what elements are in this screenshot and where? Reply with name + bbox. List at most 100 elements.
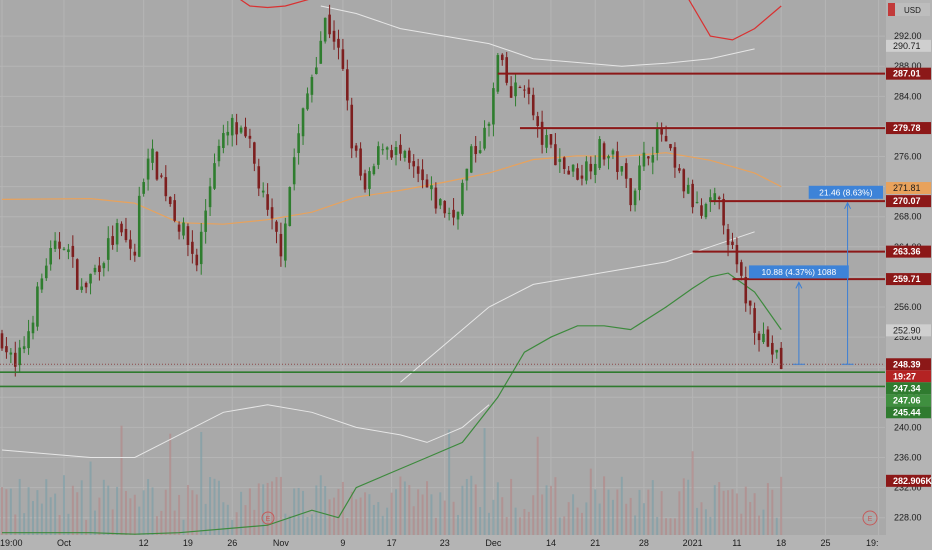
volume-bar [258, 483, 260, 535]
volume-bar [373, 505, 375, 535]
currency-badge[interactable]: USD [888, 3, 930, 16]
candle-body [767, 330, 770, 347]
volume-bar [200, 432, 202, 535]
time-tick-label: 21 [590, 538, 600, 548]
candle-body [669, 144, 672, 148]
candle-body [350, 105, 353, 149]
candle-body [461, 183, 464, 214]
candle-body [665, 136, 668, 141]
candle-body [165, 177, 168, 196]
volume-bar [14, 514, 16, 535]
volume-bar [417, 489, 419, 535]
candle-body [359, 149, 362, 176]
candle-body [178, 225, 181, 232]
volume-bar [776, 518, 778, 535]
volume-bar [67, 514, 69, 535]
price-tag-label: 290.71 [893, 41, 921, 51]
candle-body [736, 245, 739, 264]
volume-bar [709, 517, 711, 535]
candle-body [284, 224, 287, 261]
volume-bar [621, 477, 623, 535]
candle-body [452, 210, 455, 218]
volume-bar [492, 500, 494, 535]
candle-body [107, 238, 110, 260]
volume-bar [422, 494, 424, 535]
time-axis[interactable]: 19:00 Oct 12 19 26 Nov 9 17 23 Dec 14 21 28 2021 11 18 2… [0, 535, 886, 550]
candle-body [457, 212, 460, 220]
volume-bar [669, 518, 671, 535]
volume-bar [740, 514, 742, 535]
candle-body [780, 348, 783, 369]
volume-bar [700, 502, 702, 535]
candle-body [554, 144, 557, 165]
volume-bar [625, 504, 627, 535]
candle-body [687, 185, 690, 194]
candle-body [187, 226, 190, 245]
volume-bar [306, 517, 308, 535]
candle-body [541, 122, 544, 145]
candle-body [147, 159, 150, 180]
candle-body [620, 166, 623, 172]
volume-bar [647, 490, 649, 535]
candle-body [700, 205, 703, 216]
volume-bar [731, 489, 733, 535]
volume-bar [723, 491, 725, 535]
candle-body [173, 200, 176, 221]
volume-bar [643, 503, 645, 535]
volume-bar [749, 502, 751, 535]
volume-bar [391, 493, 393, 535]
volume-bar [191, 490, 193, 535]
time-tick-label: Dec [485, 538, 502, 548]
candle-body [103, 263, 106, 268]
time-tick-label: 26 [227, 538, 237, 548]
volume-bar [280, 477, 282, 535]
candle-body [262, 191, 265, 193]
volume-bar [377, 502, 379, 535]
volume-bar [244, 505, 246, 535]
earnings-event-label: E [868, 516, 873, 523]
candle-body [718, 197, 721, 199]
candle-body [36, 286, 39, 326]
candle-body [545, 135, 548, 148]
volume-bar [430, 494, 432, 535]
volume-bar [112, 509, 114, 535]
candle-body [1, 333, 4, 348]
candle-body [222, 133, 225, 148]
volume-bar [426, 481, 428, 535]
candle-body [443, 201, 446, 213]
candle-body [231, 118, 234, 136]
time-tick-label: 11 [732, 538, 741, 548]
volume-bar [404, 481, 406, 535]
candle-body [430, 185, 433, 189]
volume-bar [448, 430, 450, 535]
volume-bar [661, 491, 663, 535]
candle-body [572, 165, 575, 172]
price-tag-label: 282.906K [893, 476, 932, 486]
candle-body [328, 15, 331, 35]
candle-body [651, 155, 654, 162]
candle-body [134, 252, 137, 256]
candle-body [280, 234, 283, 256]
candle-body [76, 259, 79, 290]
candle-body [585, 161, 588, 180]
candle-body [346, 69, 349, 100]
candle-body [156, 152, 159, 180]
volume-bar [368, 494, 370, 535]
volume-bar [546, 485, 548, 535]
volume-bar [116, 487, 118, 535]
candle-body [342, 49, 345, 69]
candle-body [240, 128, 243, 133]
candle-body [94, 268, 97, 272]
candle-body [151, 149, 154, 163]
candle-body [85, 283, 88, 287]
candle-body [142, 182, 145, 194]
candle-body [381, 149, 384, 150]
candle-body [204, 211, 207, 232]
candle-body [594, 164, 597, 175]
price-axis[interactable]: 292.00288.00284.00280.00276.00272.00268.… [886, 0, 932, 550]
volume-bar [470, 476, 472, 535]
volume-bar [577, 508, 579, 535]
time-tick-label: Nov [273, 538, 290, 548]
candle-body [306, 93, 309, 109]
